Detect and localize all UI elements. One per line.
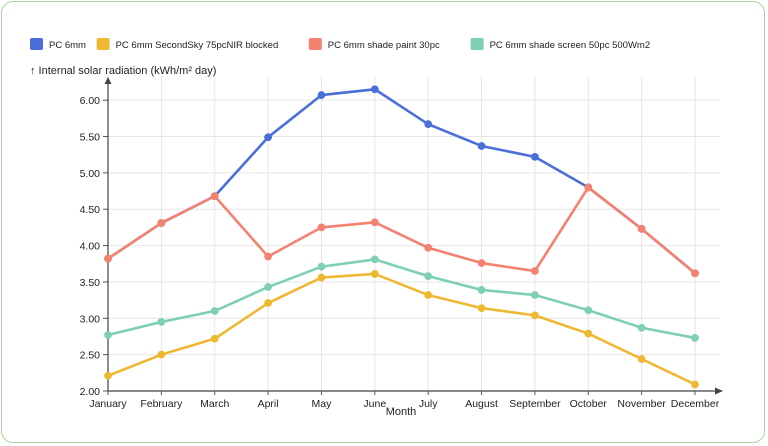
point-3-8 [531, 291, 539, 299]
y-tick-label-2: 3.00 [80, 313, 101, 325]
point-3-0 [104, 331, 112, 339]
series-line-3 [106, 258, 697, 340]
point-1-0 [104, 371, 112, 380]
x-tick-label-11: December [671, 398, 720, 410]
x-tick-label-1: February [140, 398, 183, 410]
point-3-10 [637, 323, 646, 332]
axes: January February March April May June July Augu… [89, 77, 723, 410]
point-1-1 [157, 350, 166, 359]
point-1-6 [424, 291, 433, 299]
point-1-5 [370, 270, 379, 278]
y-axis-arrow [104, 77, 112, 84]
legend-swatch-1 [96, 38, 110, 50]
x-tick-label-5: June [363, 398, 386, 410]
x-tick-label-10: November [617, 398, 666, 410]
point-2-2 [210, 192, 219, 201]
legend-swatch-3 [470, 38, 484, 50]
point-2-7 [477, 259, 486, 267]
y-axis-title: ↑ Internal solar radiation (kWh/m² day) [30, 65, 216, 77]
y-tick-label-5: 4.50 [80, 204, 101, 216]
y-tick-label-1: 2.50 [80, 350, 101, 362]
point-0-6 [424, 120, 433, 129]
x-tick-label-2: March [200, 398, 229, 410]
point-3-1 [157, 318, 166, 326]
y-tick-label-6: 5.00 [80, 168, 101, 180]
x-tick-label-7: August [465, 398, 498, 410]
legend-label-3: PC 6mm shade screen 50pc 500Wm2 [490, 40, 651, 51]
point-2-11 [691, 269, 699, 278]
point-2-5 [370, 218, 379, 227]
point-1-2 [210, 334, 219, 343]
point-1-9 [584, 329, 593, 338]
point-0-7 [477, 142, 486, 150]
x-tick-label-4: May [312, 398, 333, 410]
point-2-4 [317, 223, 326, 232]
point-1-4 [317, 273, 326, 282]
x-tick-label-0: January [89, 398, 127, 410]
point-2-6 [424, 243, 433, 252]
point-3-2 [210, 307, 219, 315]
point-3-6 [424, 272, 433, 281]
point-1-11 [691, 380, 699, 389]
legend-label-2: PC 6mm shade paint 30pc [328, 40, 440, 51]
point-3-5 [370, 255, 379, 264]
series-2 [104, 183, 699, 278]
point-1-7 [477, 304, 486, 313]
point-3-3 [264, 283, 272, 291]
x-axis-arrow [715, 387, 723, 395]
point-0-5 [370, 85, 379, 94]
point-1-8 [531, 311, 539, 320]
point-0-4 [317, 91, 326, 99]
point-2-8 [531, 267, 539, 275]
point-2-10 [637, 224, 646, 233]
point-1-3 [264, 299, 272, 307]
point-2-0 [104, 254, 112, 263]
y-tick-label-4: 4.00 [80, 241, 101, 253]
legend-swatch-0 [30, 38, 43, 50]
point-3-11 [691, 334, 699, 342]
series-group [104, 85, 699, 389]
y-tick-label-7: 5.50 [80, 132, 101, 144]
legend: PC 6mm PC 6mm SecondSky 75pcNIR blocked PC… [30, 38, 650, 51]
point-3-7 [477, 286, 486, 294]
point-3-4 [317, 262, 326, 271]
point-2-1 [157, 219, 166, 227]
point-2-9 [584, 183, 593, 192]
point-3-9 [584, 306, 593, 315]
x-tick-label-9: October [570, 398, 608, 410]
legend-label-0: PC 6mm [49, 40, 86, 51]
y-tick-label-8: 6.00 [80, 95, 101, 107]
series-1 [104, 270, 699, 389]
point-0-3 [264, 133, 272, 142]
series-3 [104, 255, 699, 342]
x-axis-title: Month [386, 406, 417, 418]
series-0 [104, 85, 699, 278]
legend-swatch-2 [308, 38, 322, 50]
x-tick-label-3: April [258, 398, 279, 410]
x-tick-label-6: July [419, 398, 438, 410]
series-line-2 [106, 186, 697, 275]
x-tick-label-8: September [509, 398, 561, 410]
y-tick-label-3: 3.50 [80, 277, 101, 289]
point-2-3 [264, 252, 272, 261]
series-line-1 [106, 272, 697, 386]
point-1-10 [637, 355, 646, 363]
y-tick-label-0: 2.00 [80, 386, 101, 398]
point-0-8 [531, 152, 539, 161]
legend-label-1: PC 6mm SecondSky 75pcNIR blocked [116, 40, 279, 51]
